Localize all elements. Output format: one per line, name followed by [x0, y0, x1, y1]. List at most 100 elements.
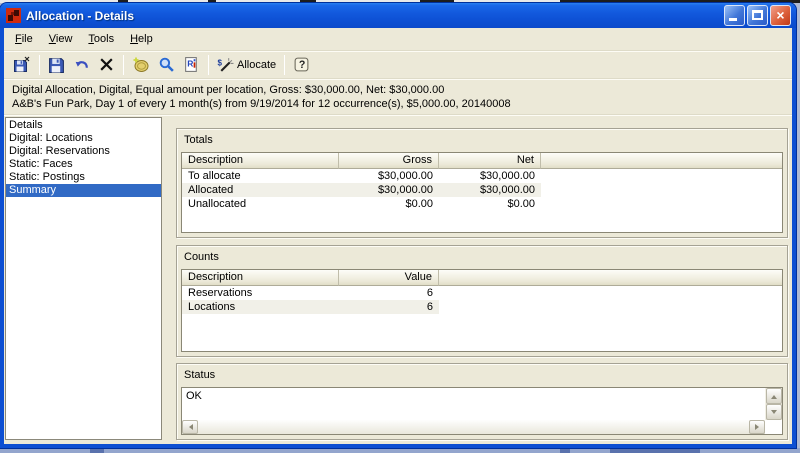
menu-file[interactable]: File	[15, 33, 33, 45]
maximize-button[interactable]	[747, 5, 768, 26]
sidebar-item-summary[interactable]: Summary	[6, 184, 161, 197]
totals-table: Description Gross Net To allocate $30,00…	[181, 152, 783, 233]
close-icon: ×	[776, 7, 785, 23]
cell-gross: $0.00	[405, 198, 433, 210]
column-header-description[interactable]: Description	[182, 153, 339, 169]
sidebar-item-static-faces[interactable]: Static: Faces	[9, 158, 73, 170]
allocate-button-label: Allocate	[237, 58, 277, 71]
report-button[interactable]: R	[179, 53, 204, 77]
delete-button[interactable]	[94, 53, 119, 77]
svg-text:R: R	[187, 59, 193, 69]
window-title: Allocation - Details	[26, 8, 135, 23]
horizontal-scrollbar[interactable]	[182, 420, 765, 434]
arrow-up-icon	[771, 392, 777, 399]
toolbar-separator	[39, 54, 40, 75]
scroll-up-button[interactable]	[766, 388, 782, 404]
cell-gross: $30,000.00	[377, 184, 433, 196]
sidebar-item-static-postings[interactable]: Static: Postings	[9, 171, 85, 183]
sidebar-item-details[interactable]: Details	[9, 119, 43, 131]
maximize-icon	[752, 10, 763, 20]
table-row[interactable]: Reservations 6	[182, 286, 439, 300]
summary-page: Totals Description Gross Net To allocate…	[163, 115, 792, 444]
minimize-button[interactable]	[724, 5, 745, 26]
allocate-wand-icon: $	[218, 58, 234, 72]
toolbar-separator	[284, 54, 286, 75]
status-caption: Status	[184, 369, 216, 381]
help-icon: ?	[294, 57, 309, 72]
undo-icon	[75, 61, 88, 68]
table-row[interactable]: Locations 6	[182, 300, 439, 314]
cell-net: $30,000.00	[479, 170, 535, 182]
help-button[interactable]: ?	[289, 53, 314, 77]
column-header-description[interactable]: Description	[182, 270, 339, 286]
cell-value: 6	[426, 301, 433, 313]
table-row[interactable]: To allocate $30,000.00 $30,000.00	[182, 169, 541, 183]
counts-caption: Counts	[184, 251, 219, 263]
cell-description: Reservations	[188, 287, 253, 299]
info-line-1: Digital Allocation, Digital, Equal amoun…	[12, 84, 445, 96]
money-add-button[interactable]	[128, 53, 154, 77]
client-area: Details Digital: Locations Digital: Rese…	[4, 115, 792, 444]
toolbar: R $ Allocate ?	[4, 51, 792, 79]
column-header-filler	[541, 153, 782, 169]
undo-button[interactable]	[69, 53, 94, 77]
cell-gross: $30,000.00	[377, 170, 433, 182]
cell-net: $30,000.00	[479, 184, 535, 196]
column-header-value[interactable]: Value	[339, 270, 439, 286]
minimize-icon	[729, 18, 737, 21]
menu-bar: File View Tools Help	[4, 28, 792, 51]
sidebar-item-digital-locations[interactable]: Digital: Locations	[9, 132, 93, 144]
save-close-icon	[14, 56, 30, 72]
desktop-background-top	[0, 0, 800, 3]
arrow-left-icon	[186, 424, 193, 430]
column-header-net[interactable]: Net	[439, 153, 541, 169]
allocate-button[interactable]: $ Allocate	[213, 53, 280, 77]
counts-table: Description Value Reservations 6 Locatio…	[181, 269, 783, 352]
cell-net: $0.00	[507, 198, 535, 210]
menu-view[interactable]: View	[48, 33, 73, 45]
column-header-filler	[439, 270, 782, 286]
cell-description: Locations	[188, 301, 236, 313]
status-panel: Status OK	[176, 363, 788, 440]
application-window: Allocation - Details × File View Tools H…	[0, 3, 796, 448]
status-textbox[interactable]: OK	[181, 387, 783, 435]
table-row[interactable]: Unallocated $0.00 $0.00	[182, 197, 541, 211]
cell-description: Unallocated	[188, 198, 247, 210]
info-line-2: A&B's Fun Park, Day 1 of every 1 month(s…	[12, 98, 511, 110]
scroll-right-button[interactable]	[749, 420, 765, 434]
save-button[interactable]	[44, 53, 69, 77]
desktop-background-bottom	[0, 448, 800, 453]
cell-description: Allocated	[188, 184, 234, 196]
navigation-list: Details Digital: Locations Digital: Rese…	[5, 117, 162, 440]
cell-value: 6	[426, 287, 433, 299]
table-row[interactable]: Allocated $30,000.00 $30,000.00	[182, 183, 541, 197]
close-button[interactable]: ×	[770, 5, 791, 26]
allocation-info-bar: Digital Allocation, Digital, Equal amoun…	[4, 79, 792, 115]
status-text: OK	[186, 390, 202, 402]
totals-caption: Totals	[184, 134, 213, 146]
save-icon	[49, 58, 64, 73]
delete-icon	[100, 58, 113, 71]
arrow-right-icon	[754, 424, 762, 430]
counts-panel: Counts Description Value Reservations 6	[176, 245, 788, 357]
sidebar-item-digital-reservations[interactable]: Digital: Reservations	[9, 145, 110, 157]
title-bar[interactable]: Allocation - Details ×	[0, 3, 796, 28]
vertical-scrollbar[interactable]	[765, 388, 782, 420]
arrow-down-icon	[771, 409, 777, 417]
toolbar-separator	[208, 54, 209, 75]
menu-help[interactable]: Help	[130, 33, 153, 45]
preview-button[interactable]	[154, 53, 179, 77]
svg-text:$: $	[218, 59, 223, 68]
save-close-button[interactable]	[9, 53, 35, 77]
totals-panel: Totals Description Gross Net To allocate…	[176, 128, 788, 238]
toolbar-separator	[123, 54, 124, 75]
report-icon: R	[185, 57, 197, 72]
menu-tools[interactable]: Tools	[88, 33, 115, 45]
preview-icon	[159, 57, 174, 72]
column-header-gross[interactable]: Gross	[339, 153, 439, 169]
money-add-icon	[133, 57, 149, 72]
scroll-down-button[interactable]	[766, 404, 782, 420]
scroll-left-button[interactable]	[182, 420, 198, 434]
svg-text:?: ?	[299, 59, 305, 71]
cell-description: To allocate	[188, 170, 241, 182]
